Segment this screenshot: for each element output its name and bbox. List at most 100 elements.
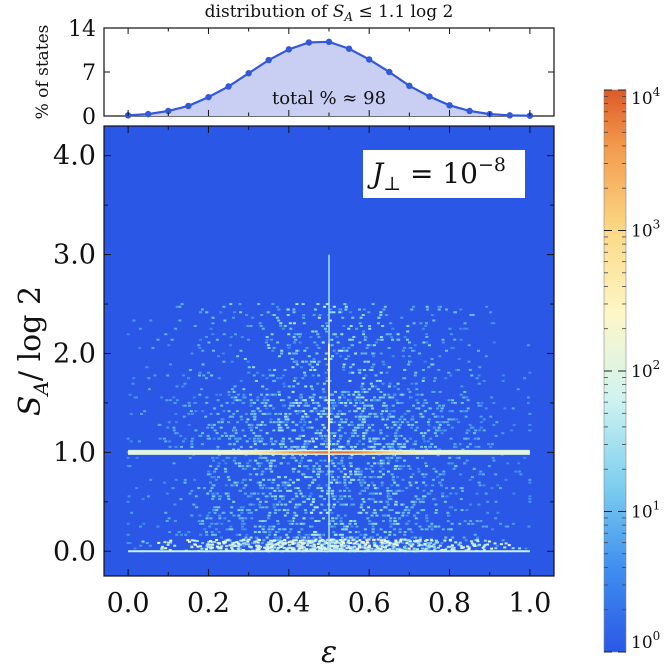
- heatmap-cell: [236, 421, 240, 424]
- heatmap-cell: [307, 539, 311, 542]
- heatmap-cell: [430, 363, 434, 366]
- heatmap-cell: [410, 426, 414, 429]
- heatmap-cell: [468, 478, 472, 481]
- heatmap-cell: [325, 473, 329, 476]
- heatmap-cell: [357, 470, 361, 473]
- heatmap-cell: [438, 355, 442, 358]
- heatmap-cell: [168, 440, 172, 443]
- heatmap-cell: [292, 385, 296, 388]
- heatmap-cell: [237, 509, 241, 512]
- heatmap-cell: [377, 437, 381, 440]
- heatmap-cell: [346, 443, 350, 446]
- heatmap-cell: [366, 549, 370, 552]
- heatmap-cell: [345, 528, 349, 531]
- heatmap-cell: [459, 498, 463, 501]
- heatmap-cell: [259, 429, 263, 432]
- heatmap-cell: [353, 426, 357, 429]
- heatmap-cell: [280, 503, 284, 506]
- heatmap-cell: [312, 478, 316, 481]
- heatmap-cell: [385, 407, 389, 410]
- heatmap-cell: [217, 547, 221, 550]
- heatmap-cell: [316, 533, 320, 536]
- heatmap-cell: [414, 382, 418, 385]
- heatmap-cell: [423, 410, 427, 413]
- heatmap-cell: [206, 434, 210, 437]
- heatmap-cell: [287, 546, 291, 549]
- heatmap-cell: [181, 404, 185, 407]
- heatmap-cell: [504, 542, 508, 545]
- heatmap-cell: [211, 333, 215, 336]
- heatmap-cell: [210, 374, 214, 377]
- heatmap-cell: [435, 407, 439, 410]
- heatmap-cell: [295, 536, 299, 539]
- heatmap-cell: [342, 445, 346, 448]
- heatmap-cell: [182, 415, 186, 418]
- heatmap-cell: [358, 476, 362, 479]
- heatmap-cell: [217, 377, 221, 380]
- heatmap-cell: [421, 547, 425, 550]
- heatmap-cell: [316, 401, 320, 404]
- heatmap-cell: [403, 412, 407, 415]
- heatmap-cell: [322, 540, 326, 543]
- heatmap-cell: [514, 470, 518, 473]
- heatmap-cell: [379, 412, 383, 415]
- heatmap-cell: [519, 473, 523, 476]
- heatmap-cell: [366, 423, 370, 426]
- heatmap-cell: [450, 410, 454, 413]
- heatmap-cell: [371, 429, 375, 432]
- heatmap-cell: [302, 316, 306, 319]
- heatmap-cell: [240, 511, 244, 514]
- heatmap-cell: [271, 544, 275, 547]
- heatmap-cell: [409, 476, 413, 479]
- heatmap-cell: [339, 349, 343, 352]
- heatmap-cell: [388, 548, 392, 551]
- heatmap-cell: [459, 327, 463, 330]
- heatmap-cell: [353, 432, 357, 435]
- heatmap-cell: [374, 544, 378, 547]
- heatmap-cell: [276, 377, 280, 380]
- heatmap-cell: [156, 338, 160, 341]
- heatmap-cell: [322, 426, 326, 429]
- heatmap-cell: [386, 487, 390, 490]
- heatmap-cell: [208, 543, 212, 546]
- heatmap-cell: [210, 476, 214, 479]
- heatmap-cell: [223, 541, 227, 544]
- distribution-point: [506, 112, 514, 119]
- heatmap-cell: [430, 522, 434, 525]
- heatmap-cell: [288, 344, 292, 347]
- heatmap-cell: [476, 540, 480, 543]
- heatmap-cell: [319, 539, 323, 542]
- heatmap-cell: [362, 407, 366, 410]
- heatmap-cell: [194, 410, 198, 413]
- heatmap-cell: [294, 539, 298, 542]
- heatmap-cell: [295, 401, 299, 404]
- heatmap-cell: [289, 327, 293, 330]
- heatmap-cell: [260, 393, 264, 396]
- heatmap-cell: [344, 418, 348, 421]
- heatmap-cell: [284, 541, 288, 544]
- heatmap-cell: [408, 540, 412, 543]
- heatmap-cell: [471, 426, 475, 429]
- heatmap-cell: [323, 412, 327, 415]
- heatmap-cell: [405, 487, 409, 490]
- heatmap-cell: [400, 401, 404, 404]
- heatmap-cell: [356, 426, 360, 429]
- heatmap-cell: [490, 487, 494, 490]
- heatmap-cell: [295, 437, 299, 440]
- heatmap-cell: [359, 401, 363, 404]
- heatmap-cell: [279, 377, 283, 380]
- heatmap-cell: [294, 459, 298, 462]
- heatmap-cell: [408, 481, 412, 484]
- heatmap-cell: [362, 509, 366, 512]
- heatmap-cell: [459, 308, 463, 311]
- heatmap-cell: [151, 346, 155, 349]
- heatmap-cell: [290, 448, 294, 451]
- heatmap-cell: [449, 374, 453, 377]
- heatmap-cell: [209, 547, 213, 550]
- heatmap-cell: [340, 540, 344, 543]
- heatmap-cell: [360, 352, 364, 355]
- heatmap-cell: [329, 393, 333, 396]
- heatmap-cell: [387, 459, 391, 462]
- heatmap-cell: [392, 448, 396, 451]
- heatmap-cell: [230, 528, 234, 531]
